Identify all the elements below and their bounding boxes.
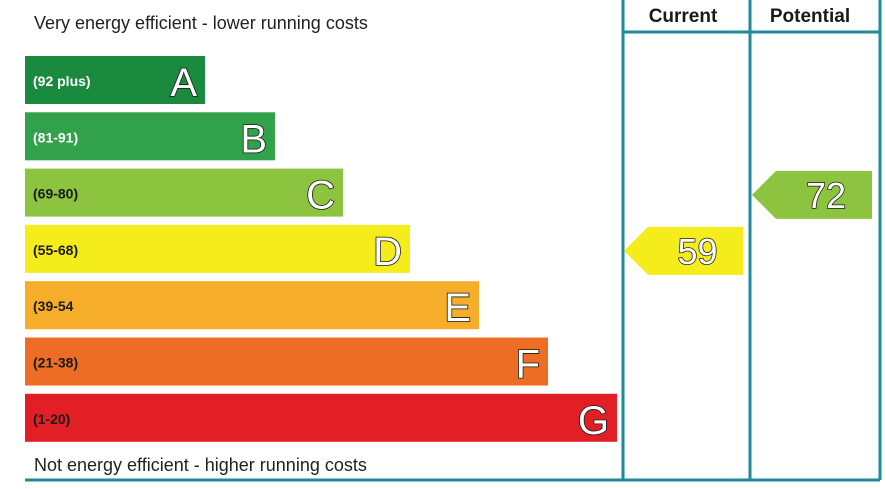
band-f-bar (25, 337, 548, 386)
band-a-range: (92 plus) (33, 73, 91, 89)
top-note: Very energy efficient - lower running co… (34, 13, 368, 33)
band-e-bar (25, 281, 479, 330)
band-c-range: (69-80) (33, 186, 78, 202)
potential-column-header: Potential (770, 6, 850, 27)
current-rating-score: 59 (677, 231, 717, 272)
current-rating-arrow (624, 226, 743, 275)
bottom-note: Not energy efficient - higher running co… (34, 455, 367, 475)
current-column-header: Current (649, 6, 718, 27)
potential-rating-arrow (752, 170, 872, 219)
band-g-bar (25, 393, 617, 442)
band-g-range: (1-20) (33, 411, 70, 427)
band-e-range: (39-54 (33, 298, 74, 314)
band-e-letter: E (444, 286, 471, 330)
rating-arrows: 59 72 (624, 170, 872, 275)
band-b-letter: B (240, 117, 267, 161)
chart-frame (25, 0, 882, 482)
rating-bands: (92 plus) A (81-91) B (69-80) C (55-68) D (39-54… (25, 56, 617, 444)
band-d-range: (55-68) (33, 242, 78, 258)
potential-rating-score: 72 (806, 175, 846, 216)
band-g-letter: G (578, 399, 609, 443)
band-f-letter: F (516, 343, 540, 387)
band-b-range: (81-91) (33, 129, 78, 145)
band-c-letter: C (306, 174, 335, 218)
band-a-letter: A (170, 61, 197, 105)
band-c-bar (25, 168, 343, 217)
band-d-bar (25, 224, 410, 273)
band-d-letter: D (373, 230, 402, 274)
band-a-bar (25, 56, 205, 104)
band-b-bar (25, 112, 275, 161)
band-f-range: (21-38) (33, 355, 78, 371)
